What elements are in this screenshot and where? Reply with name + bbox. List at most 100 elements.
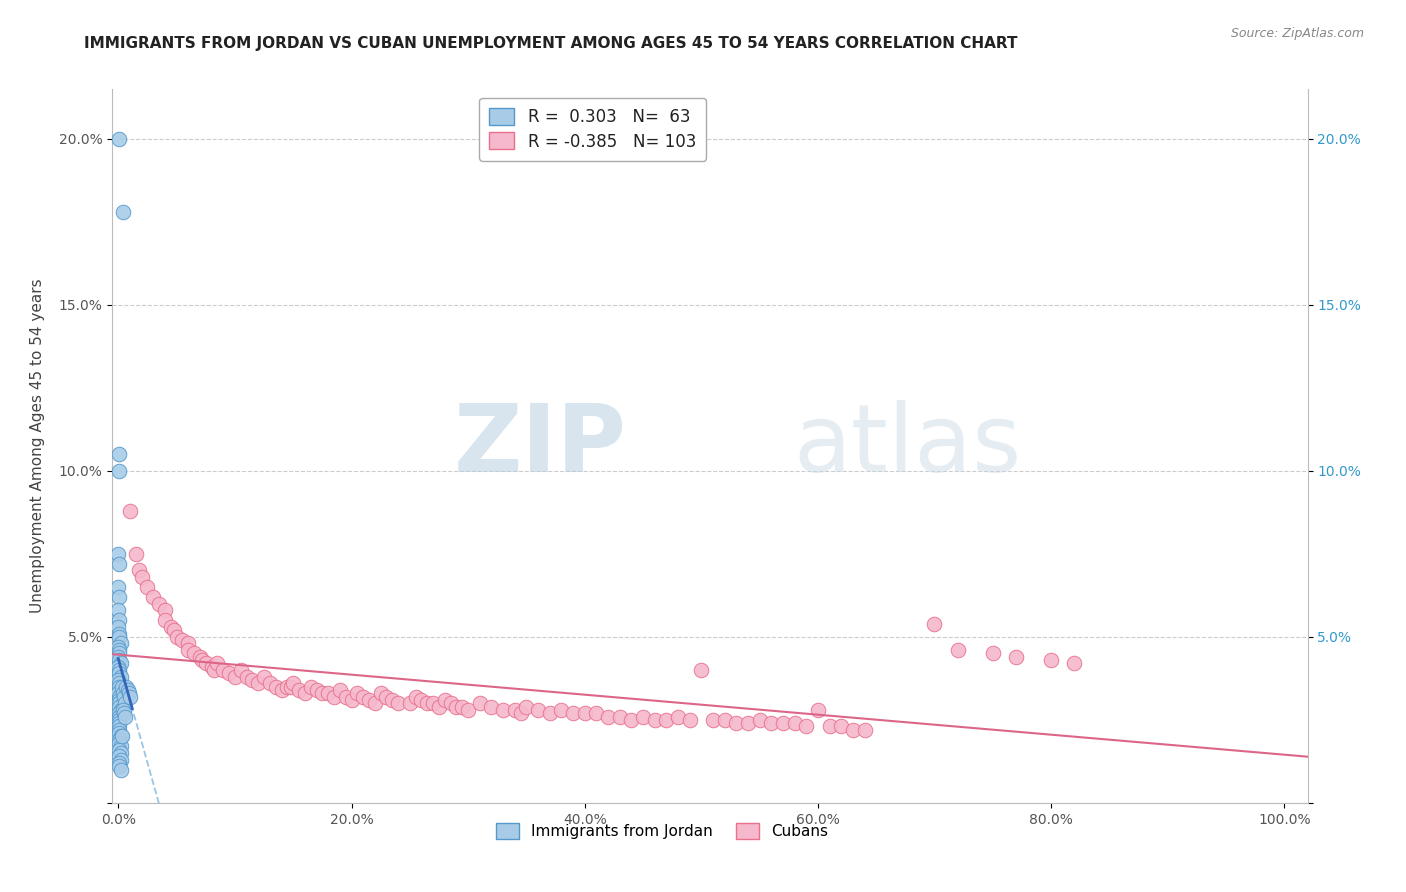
Point bbox=[200, 659, 222, 673]
Point bbox=[110, 636, 132, 650]
Point bbox=[117, 682, 139, 697]
Point bbox=[299, 680, 322, 694]
Point bbox=[159, 620, 181, 634]
Point bbox=[439, 696, 461, 710]
Point bbox=[562, 706, 585, 721]
Point bbox=[110, 682, 132, 697]
Point bbox=[242, 673, 264, 687]
Point bbox=[163, 624, 186, 638]
Point bbox=[457, 703, 479, 717]
Point bbox=[108, 613, 131, 627]
Point bbox=[114, 709, 136, 723]
Point bbox=[212, 663, 235, 677]
Point bbox=[702, 713, 724, 727]
Point bbox=[655, 713, 678, 727]
Point bbox=[128, 564, 150, 578]
Point bbox=[433, 693, 456, 707]
Point bbox=[131, 570, 153, 584]
Point bbox=[108, 447, 131, 461]
Point bbox=[107, 686, 129, 700]
Point bbox=[346, 686, 368, 700]
Point bbox=[276, 680, 298, 694]
Point bbox=[108, 706, 131, 721]
Point bbox=[107, 603, 129, 617]
Point bbox=[110, 739, 132, 754]
Point bbox=[108, 732, 131, 747]
Point bbox=[853, 723, 876, 737]
Point bbox=[108, 723, 131, 737]
Point bbox=[108, 690, 131, 704]
Point bbox=[311, 686, 333, 700]
Point bbox=[108, 716, 131, 731]
Point bbox=[107, 547, 129, 561]
Point bbox=[446, 699, 468, 714]
Point bbox=[166, 630, 188, 644]
Point bbox=[492, 703, 515, 717]
Point bbox=[725, 716, 748, 731]
Point bbox=[509, 706, 531, 721]
Text: atlas: atlas bbox=[793, 400, 1022, 492]
Point bbox=[229, 663, 252, 677]
Point bbox=[381, 693, 404, 707]
Point bbox=[772, 716, 794, 731]
Point bbox=[235, 670, 257, 684]
Point bbox=[142, 590, 165, 604]
Point bbox=[830, 719, 852, 733]
Point bbox=[108, 719, 131, 733]
Point bbox=[305, 682, 328, 697]
Point bbox=[110, 657, 132, 671]
Point bbox=[191, 653, 214, 667]
Point bbox=[108, 666, 131, 681]
Point bbox=[110, 730, 132, 744]
Point bbox=[107, 673, 129, 687]
Point bbox=[247, 676, 270, 690]
Point bbox=[118, 686, 141, 700]
Point bbox=[807, 703, 830, 717]
Point bbox=[110, 763, 132, 777]
Point bbox=[108, 759, 131, 773]
Point bbox=[108, 709, 131, 723]
Point bbox=[335, 690, 357, 704]
Y-axis label: Unemployment Among Ages 45 to 54 years: Unemployment Among Ages 45 to 54 years bbox=[30, 278, 45, 614]
Point bbox=[108, 680, 131, 694]
Point bbox=[574, 706, 596, 721]
Point bbox=[218, 666, 240, 681]
Point bbox=[148, 597, 170, 611]
Point bbox=[264, 680, 287, 694]
Point bbox=[108, 676, 131, 690]
Point bbox=[111, 686, 134, 700]
Point bbox=[294, 686, 316, 700]
Point bbox=[370, 686, 392, 700]
Point bbox=[515, 699, 537, 714]
Point bbox=[110, 746, 132, 760]
Point bbox=[108, 630, 131, 644]
Point bbox=[107, 659, 129, 673]
Point bbox=[288, 682, 311, 697]
Point bbox=[451, 699, 474, 714]
Point bbox=[620, 713, 643, 727]
Point bbox=[125, 547, 148, 561]
Point bbox=[737, 716, 759, 731]
Point bbox=[114, 696, 136, 710]
Point bbox=[783, 716, 806, 731]
Point bbox=[111, 703, 134, 717]
Point bbox=[585, 706, 607, 721]
Point bbox=[398, 696, 420, 710]
Point bbox=[761, 716, 783, 731]
Text: ZIP: ZIP bbox=[454, 400, 627, 492]
Point bbox=[316, 686, 339, 700]
Point bbox=[422, 696, 444, 710]
Point bbox=[108, 756, 131, 770]
Point bbox=[111, 730, 134, 744]
Point bbox=[118, 504, 141, 518]
Point bbox=[678, 713, 700, 727]
Point bbox=[644, 713, 666, 727]
Point bbox=[352, 690, 374, 704]
Point bbox=[107, 620, 129, 634]
Point bbox=[108, 742, 131, 756]
Point bbox=[270, 682, 292, 697]
Legend: Immigrants from Jordan, Cubans: Immigrants from Jordan, Cubans bbox=[491, 817, 834, 845]
Point bbox=[981, 647, 1004, 661]
Point bbox=[387, 696, 409, 710]
Point bbox=[153, 603, 176, 617]
